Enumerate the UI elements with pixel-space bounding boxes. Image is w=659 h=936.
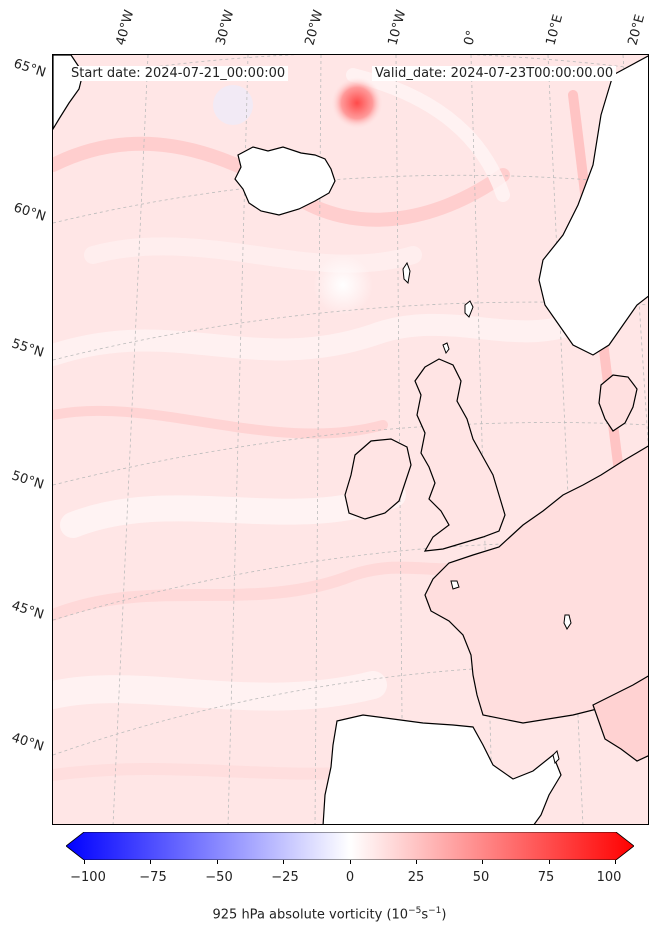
islands [402,261,572,764]
lat-label-45n: 45°N [9,598,46,623]
colorbar-tickmark [84,860,85,864]
lat-label-40n: 40°N [9,730,46,755]
colorbar-tickmark [350,860,351,864]
colorbar-tick-label: 25 [407,870,425,885]
lat-label-65n: 65°N [11,56,48,81]
colorbar-gradient [66,832,634,860]
lat-label-60n: 60°N [11,200,48,225]
colorbar-tickmark [416,860,417,864]
scandinavia-outline [538,55,648,356]
colorbar-tick-label: 50 [472,870,490,885]
italy-outline [592,675,648,762]
vorticity-map [53,55,648,824]
colorbar-tickmark [150,860,151,864]
great-britain-outline [414,358,506,552]
colorbar-tickmark [283,860,284,864]
start-date-label: Start date: 2024-07-21_00:00:00 [68,66,289,81]
colorbar-label-exponent: −1 [428,906,442,916]
iceland-outline [234,146,336,216]
lon-label-10e: 10°E [543,12,567,48]
denmark-outline [598,374,638,432]
negative-vorticity-patch [213,85,253,125]
colorbar-tick-label: −25 [271,870,299,885]
colorbar-tick-label: −75 [139,870,167,885]
colorbar-tickmark [217,860,218,864]
colorbar-label-exponent: −5 [408,906,422,916]
colorbar-tickmark [482,860,483,864]
map-panel [52,54,649,825]
colorbar-tick-label: 100 [596,870,622,885]
colorbar-label-text: 925 hPa absolute vorticity (10 [212,907,409,923]
colorbar-label-close: ) [441,907,447,923]
colorbar-label-unit: s [421,907,429,923]
colorbar-tickmark [615,860,616,864]
colorbar-tick-label: −50 [205,870,233,885]
colorbar [66,832,634,860]
lon-label-10w: 10°W [385,8,410,47]
iberia-outline [322,714,562,824]
colorbar-tickmark [549,860,550,864]
colorbar-tick-label: 0 [345,870,355,885]
valid-date-label: Valid_date: 2024-07-23T00:00:00.00 [372,66,617,81]
lon-label-0: 0° [461,28,480,47]
ireland-outline [344,438,412,520]
colorbar-tick-label: −100 [70,870,106,885]
colorbar-label: 925 hPa absolute vorticity (10−5s−1) [0,906,659,922]
vorticity-minimum [313,255,373,315]
lon-label-40w: 40°W [113,8,138,47]
lon-label-20w: 20°W [302,8,327,47]
lon-label-20e: 20°E [625,12,649,48]
colorbar-tick-label: 75 [537,870,555,885]
continental-europe-outline [424,445,648,724]
lon-label-30w: 30°W [213,8,238,47]
vorticity-maximum [331,77,383,129]
lat-label-50n: 50°N [9,468,46,493]
lat-label-55n: 55°N [9,336,46,361]
